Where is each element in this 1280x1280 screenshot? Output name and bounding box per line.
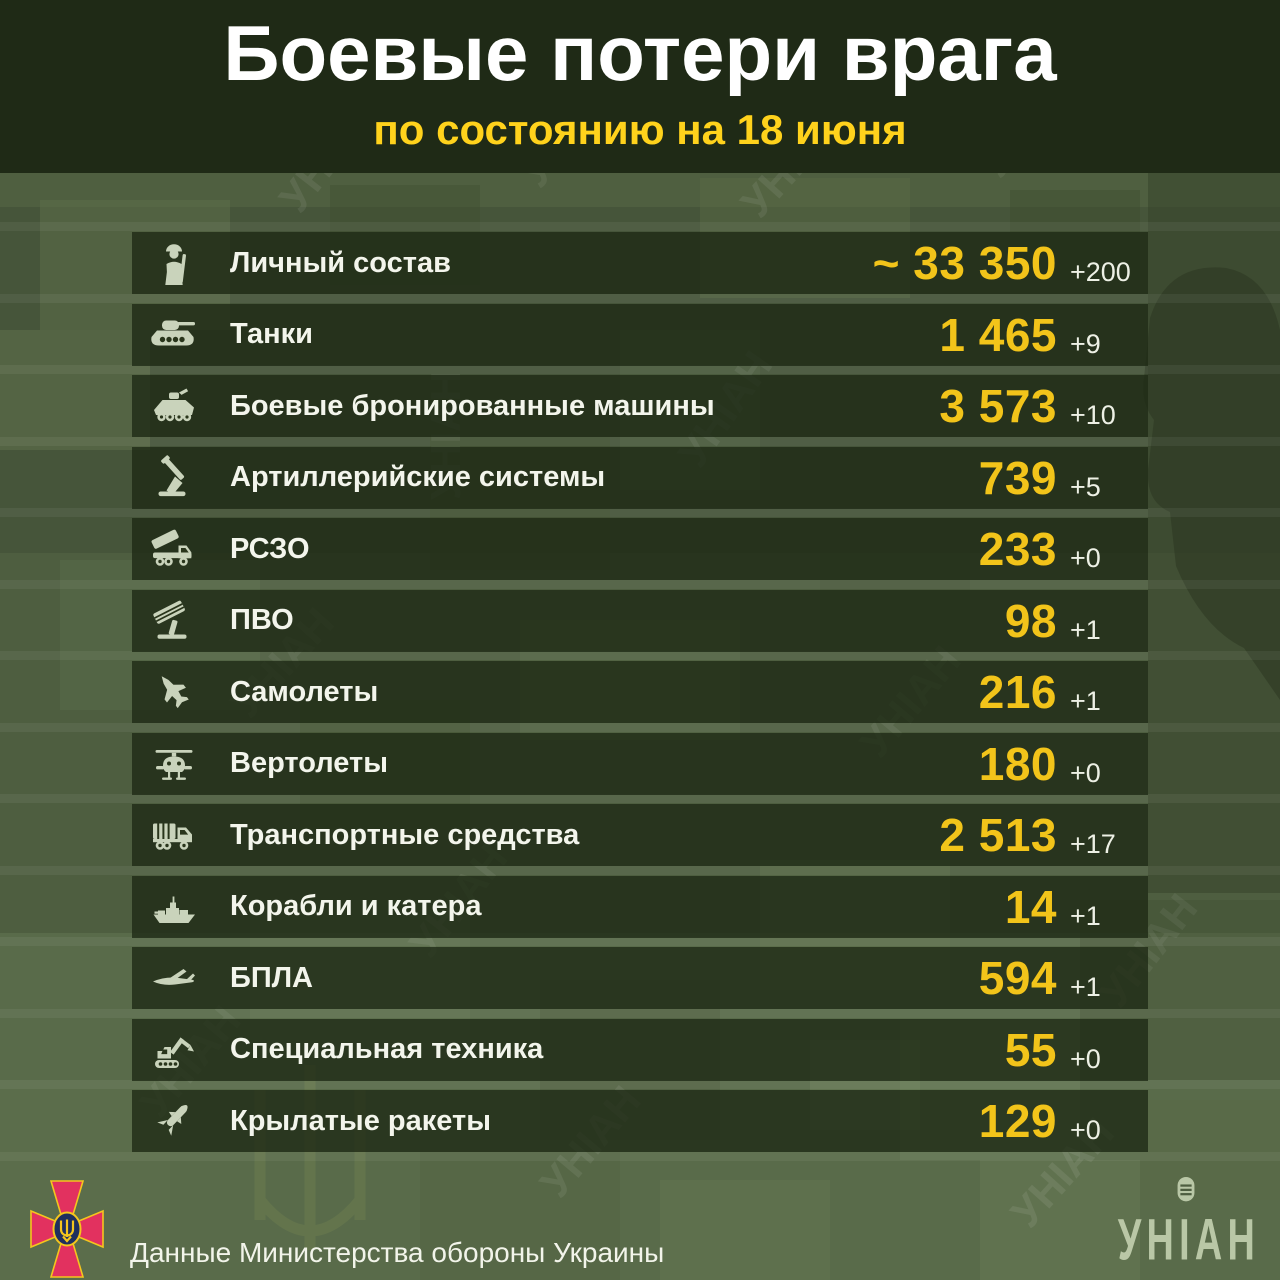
apc-icon	[147, 382, 201, 430]
unian-microphone-icon	[1177, 1176, 1195, 1202]
row-delta: +9	[1070, 328, 1101, 359]
row-delta: +5	[1070, 471, 1101, 502]
row-value: 180	[978, 737, 1057, 790]
row-value: ~ 33 350	[872, 237, 1057, 289]
row-label: Вертолеты	[230, 747, 388, 779]
row-label: ПВО	[230, 604, 294, 636]
row-label: Самолеты	[230, 675, 379, 708]
row-value: 98	[1004, 594, 1057, 647]
row-label: Боевые бронированные машины	[230, 389, 715, 422]
tank-icon	[147, 311, 201, 359]
row-delta: +200	[1070, 257, 1131, 287]
ship-icon	[147, 883, 201, 931]
table-row-mlrs: РСЗО 233 +0	[132, 518, 1148, 580]
table-row-ships: Корабли и катера 14 +1	[132, 875, 1148, 938]
personnel-icon	[147, 239, 201, 287]
unian-logo-text: УНІАН	[1117, 1208, 1261, 1273]
artillery-icon	[147, 454, 201, 502]
row-label: Корабли и катера	[230, 890, 482, 922]
mlrs-icon	[147, 525, 201, 573]
page-title: Боевые потери врага	[223, 8, 1057, 97]
row-label: Танки	[230, 318, 313, 350]
row-value: 55	[1004, 1023, 1057, 1076]
row-delta: +0	[1070, 1115, 1101, 1145]
data-source-credit: Данные Министерства обороны Украины	[130, 1237, 665, 1268]
row-value: 594	[978, 952, 1057, 1004]
row-value: 129	[978, 1095, 1057, 1147]
table-row-helicopters: Вертолеты 180 +0	[132, 732, 1148, 795]
row-delta: +17	[1070, 829, 1116, 859]
jet-icon	[147, 668, 201, 716]
air-defense-icon	[147, 597, 201, 645]
row-label: РСЗО	[230, 532, 310, 565]
row-value: 14	[1004, 880, 1057, 933]
row-delta: +0	[1070, 1043, 1101, 1074]
helicopter-icon	[147, 740, 201, 788]
row-label: Крылатые ракеты	[230, 1104, 491, 1137]
unian-logo: УНІАН	[1108, 1176, 1264, 1273]
armed-forces-ukraine-emblem	[30, 1180, 104, 1278]
table-row-aircraft: Самолеты 216 +1	[132, 661, 1148, 723]
row-label: Личный состав	[230, 246, 451, 279]
trident-icon	[59, 1219, 75, 1243]
row-value: 216	[978, 666, 1057, 718]
row-value: 2 513	[939, 809, 1057, 861]
row-label: БПЛА	[230, 961, 313, 994]
row-label: Специальная техника	[230, 1033, 544, 1065]
row-delta: +10	[1070, 400, 1116, 430]
table-row-artillery: Артиллерийские системы 739 +5	[132, 446, 1148, 509]
table-row-personnel: Личный состав ~ 33 350 +200	[132, 232, 1148, 294]
row-delta: +0	[1070, 543, 1101, 573]
row-value: 233	[978, 523, 1057, 575]
table-row-air-defense: ПВО 98 +1	[132, 589, 1148, 652]
table-row-armored-vehicles: Боевые бронированные машины 3 573 +10	[132, 375, 1148, 437]
table-row-vehicles: Транспортные средства 2 513 +17	[132, 804, 1148, 866]
row-value: 739	[978, 451, 1057, 504]
table-row-uav: БПЛА 594 +1	[132, 947, 1148, 1009]
losses-table: Личный состав ~ 33 350 +200 Танки 1 465 +9…	[132, 232, 1148, 1152]
uav-icon	[147, 954, 201, 1002]
row-value: 3 573	[939, 380, 1057, 432]
truck-icon	[147, 811, 201, 859]
page-subtitle: по состоянию на 18 июня	[373, 105, 907, 153]
table-row-cruise-missiles: Крылатые ракеты 129 +0	[132, 1090, 1148, 1152]
row-delta: +1	[1070, 900, 1101, 931]
table-row-special-equipment: Специальная техника 55 +0	[132, 1018, 1148, 1081]
row-delta: +1	[1070, 686, 1101, 716]
row-delta: +1	[1070, 614, 1101, 645]
missile-icon	[147, 1097, 201, 1145]
row-value: 1 465	[939, 308, 1057, 361]
soldier-silhouette	[1143, 267, 1280, 861]
table-row-tanks: Танки 1 465 +9	[132, 303, 1148, 366]
row-label: Транспортные средства	[230, 818, 580, 851]
header-band: Боевые потери врага по состоянию на 18 и…	[0, 0, 1280, 173]
row-delta: +0	[1070, 757, 1101, 788]
excavator-icon	[147, 1026, 201, 1074]
row-delta: +1	[1070, 972, 1101, 1002]
row-label: Артиллерийские системы	[230, 461, 606, 493]
